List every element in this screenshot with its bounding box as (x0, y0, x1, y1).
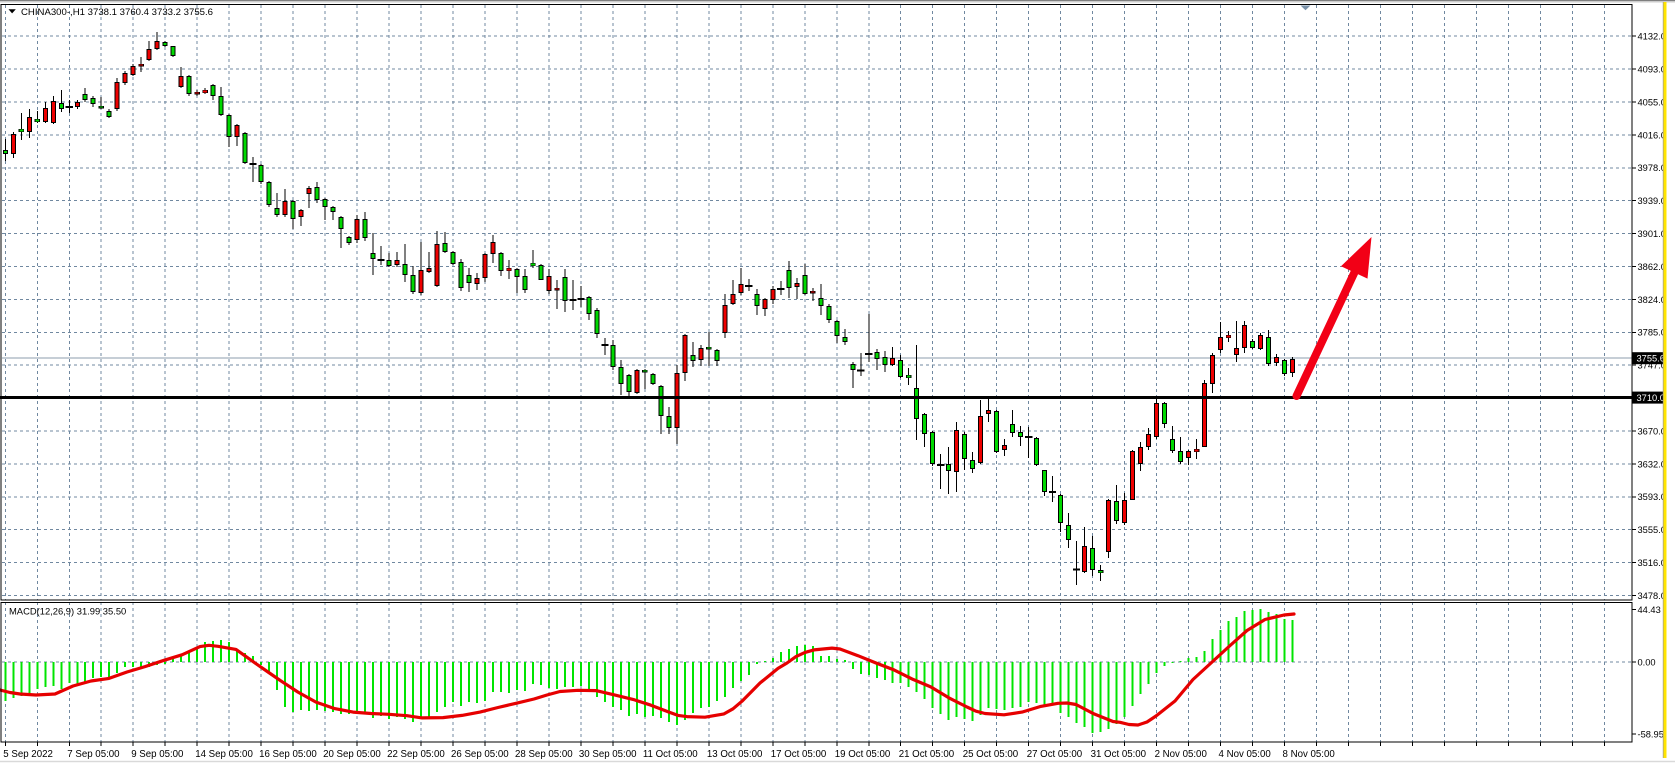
svg-text:3978.0: 3978.0 (1638, 163, 1666, 173)
svg-text:3516.0: 3516.0 (1638, 558, 1666, 568)
svg-text:3555.0: 3555.0 (1638, 525, 1666, 535)
svg-text:3824.0: 3824.0 (1638, 295, 1666, 305)
svg-text:3670.0: 3670.0 (1638, 426, 1666, 436)
svg-text:4132.0: 4132.0 (1638, 32, 1666, 42)
svg-text:0.00: 0.00 (1638, 657, 1656, 667)
svg-text:16 Sep 05:00: 16 Sep 05:00 (259, 749, 317, 760)
svg-text:17 Oct 05:00: 17 Oct 05:00 (771, 749, 827, 760)
svg-text:11 Oct 05:00: 11 Oct 05:00 (643, 749, 698, 760)
svg-text:-58.95: -58.95 (1638, 729, 1664, 739)
svg-text:3710.0: 3710.0 (1637, 393, 1665, 403)
svg-text:31 Oct 05:00: 31 Oct 05:00 (1091, 749, 1147, 760)
svg-text:5 Sep 2022: 5 Sep 2022 (3, 749, 53, 760)
svg-text:MACD(12,26,9) 31.99 35.50: MACD(12,26,9) 31.99 35.50 (9, 606, 126, 617)
svg-text:27 Oct 05:00: 27 Oct 05:00 (1027, 749, 1083, 760)
svg-text:44.43: 44.43 (1638, 605, 1661, 615)
svg-text:3862.0: 3862.0 (1638, 262, 1666, 272)
svg-text:3593.0: 3593.0 (1638, 492, 1666, 502)
svg-text:26 Sep 05:00: 26 Sep 05:00 (451, 749, 509, 760)
svg-text:CHINA300-,H1 3738.1 3760.4 37: CHINA300-,H1 3738.1 3760.4 3733.2 3755.6 (21, 7, 213, 18)
svg-text:4016.0: 4016.0 (1638, 130, 1666, 140)
svg-text:3755.6: 3755.6 (1637, 354, 1665, 364)
svg-text:3478.0: 3478.0 (1638, 591, 1666, 601)
svg-text:3901.0: 3901.0 (1638, 229, 1666, 239)
svg-text:4093.0: 4093.0 (1638, 65, 1666, 75)
svg-text:3785.0: 3785.0 (1638, 328, 1666, 338)
svg-text:21 Oct 05:00: 21 Oct 05:00 (899, 749, 955, 760)
svg-text:3747.0: 3747.0 (1638, 361, 1666, 371)
svg-text:25 Oct 05:00: 25 Oct 05:00 (963, 749, 1019, 760)
svg-text:3632.0: 3632.0 (1638, 459, 1666, 469)
svg-text:28 Sep 05:00: 28 Sep 05:00 (515, 749, 573, 760)
svg-text:4 Nov 05:00: 4 Nov 05:00 (1219, 749, 1272, 760)
svg-text:22 Sep 05:00: 22 Sep 05:00 (387, 749, 445, 760)
svg-text:4055.0: 4055.0 (1638, 97, 1666, 107)
svg-text:2 Nov 05:00: 2 Nov 05:00 (1155, 749, 1208, 760)
svg-text:19 Oct 05:00: 19 Oct 05:00 (835, 749, 891, 760)
svg-text:14 Sep 05:00: 14 Sep 05:00 (195, 749, 253, 760)
svg-text:9 Sep 05:00: 9 Sep 05:00 (131, 749, 184, 760)
svg-text:8 Nov 05:00: 8 Nov 05:00 (1283, 749, 1336, 760)
svg-text:13 Oct 05:00: 13 Oct 05:00 (707, 749, 763, 760)
svg-text:30 Sep 05:00: 30 Sep 05:00 (579, 749, 637, 760)
svg-text:7 Sep 05:00: 7 Sep 05:00 (67, 749, 120, 760)
svg-text:3939.0: 3939.0 (1638, 196, 1666, 206)
svg-text:20 Sep 05:00: 20 Sep 05:00 (323, 749, 381, 760)
